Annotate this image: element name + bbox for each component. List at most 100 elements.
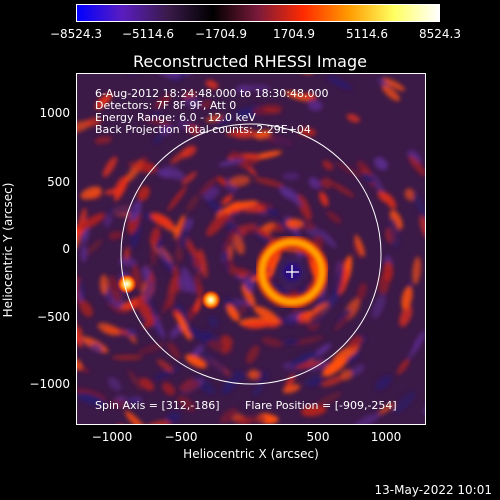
speckle-blob xyxy=(156,359,174,373)
speckle-blob xyxy=(85,117,102,127)
info-spin-axis: Spin Axis = [312,-186] xyxy=(95,399,220,412)
speckle-blob xyxy=(413,192,425,222)
speckle-blob xyxy=(218,158,244,167)
speckle-blob xyxy=(220,334,233,348)
speckle-blob xyxy=(298,127,316,137)
info-energy-range: Energy Range: 6.0 - 12.0 keV xyxy=(95,111,256,124)
speckle-blob xyxy=(356,282,367,301)
speckle-blob xyxy=(199,177,218,196)
speckle-blob xyxy=(78,213,106,231)
y-tick-label: −500 xyxy=(37,310,70,324)
speckle-blob xyxy=(242,320,272,328)
speckle-blob xyxy=(90,343,103,353)
speckle-blob xyxy=(411,330,425,353)
speckle-blob xyxy=(153,313,165,340)
speckle-blob xyxy=(266,207,279,217)
speckle-blob xyxy=(371,172,385,197)
speckle-blob xyxy=(244,227,258,234)
speckle-blob xyxy=(332,268,344,298)
speckle-blob xyxy=(159,122,173,135)
speckle-blob xyxy=(194,296,202,314)
speckle-blob xyxy=(200,100,212,109)
info-detectors: Detectors: 7F 8F 9F, Att 0 xyxy=(95,99,237,112)
info-method-counts: Back Projection Total counts: 2.29E+04 xyxy=(95,123,311,136)
speckle-blob xyxy=(128,161,154,170)
y-tick-label: −1000 xyxy=(29,377,70,391)
speckle-blob xyxy=(346,113,360,123)
speckle-blob xyxy=(319,191,329,207)
info-flare-position: Flare Position = [-909,-254] xyxy=(245,399,397,412)
speckle-blob xyxy=(222,227,237,254)
speckle-blob xyxy=(77,322,83,348)
speckle-blob xyxy=(226,200,258,210)
speckle-blob xyxy=(241,284,256,307)
speckle-blob xyxy=(285,91,311,102)
speckle-blob xyxy=(219,408,238,424)
speckle-blob xyxy=(362,173,375,184)
speckle-blob xyxy=(419,215,425,240)
speckle-blob xyxy=(77,290,84,303)
speckle-blob xyxy=(291,196,303,207)
speckle-blob xyxy=(99,274,109,295)
speckle-blob xyxy=(378,402,395,415)
speckle-blob xyxy=(388,218,400,249)
speckle-blob xyxy=(307,277,316,291)
speckle-blob xyxy=(162,166,185,180)
point-source xyxy=(117,274,137,294)
speckle-blob xyxy=(80,244,88,263)
speckle-blob xyxy=(382,192,397,209)
image-plot-area: 6-Aug-2012 18:24:48.000 to 18:30:48.000 … xyxy=(76,73,426,425)
speckle-blob xyxy=(108,231,123,240)
speckle-blob xyxy=(205,80,219,89)
image-speckle-pattern xyxy=(77,74,425,424)
speckle-blob xyxy=(217,176,228,186)
speckle-blob xyxy=(408,155,425,177)
speckle-blob xyxy=(267,252,281,277)
speckle-blob xyxy=(232,233,245,255)
speckle-blob xyxy=(239,302,247,315)
speckle-blob xyxy=(179,378,197,391)
info-time-range: 6-Aug-2012 18:24:48.000 to 18:30:48.000 xyxy=(95,87,329,100)
speckle-blob xyxy=(178,276,190,293)
speckle-blob xyxy=(77,392,105,406)
y-tick-label: 0 xyxy=(62,242,70,256)
speckle-blob xyxy=(245,84,271,91)
speckle-blob xyxy=(321,375,345,387)
speckle-blob xyxy=(377,77,390,89)
speckle-blob xyxy=(184,217,193,232)
speckle-blob xyxy=(206,196,224,216)
x-tick-label: −500 xyxy=(164,430,198,444)
speckle-blob xyxy=(253,306,280,324)
speckle-blob xyxy=(353,413,380,424)
speckle-blob xyxy=(250,228,276,247)
speckle-blob xyxy=(157,74,182,78)
speckle-blob xyxy=(187,326,209,343)
speckle-blob xyxy=(193,273,202,288)
speckle-blob xyxy=(177,395,196,412)
speckle-blob xyxy=(216,116,233,126)
speckle-blob xyxy=(326,75,352,90)
speckle-blob xyxy=(349,364,365,376)
speckle-blob xyxy=(226,304,240,322)
colorbar xyxy=(76,4,440,22)
speckle-blob xyxy=(207,315,219,328)
colorbar-tick: 8524.3 xyxy=(419,27,461,41)
speckle-blob xyxy=(312,343,332,358)
speckle-blob xyxy=(284,374,296,390)
speckle-blob xyxy=(136,296,154,325)
speckle-blob xyxy=(297,194,312,221)
speckle-blob xyxy=(125,411,148,424)
speckle-blob xyxy=(225,128,256,137)
speckle-blob xyxy=(399,305,413,327)
speckle-blob xyxy=(330,181,355,198)
speckle-blob xyxy=(322,356,348,377)
speckle-blob xyxy=(253,177,284,187)
speckle-blob xyxy=(178,229,189,248)
speckle-blob xyxy=(176,314,192,341)
speckle-blob xyxy=(404,188,415,201)
speckle-blob xyxy=(290,351,317,367)
speckle-blob xyxy=(205,114,223,123)
speckle-blob xyxy=(137,186,150,201)
speckle-blob xyxy=(271,137,292,146)
speckle-blob xyxy=(314,391,342,408)
